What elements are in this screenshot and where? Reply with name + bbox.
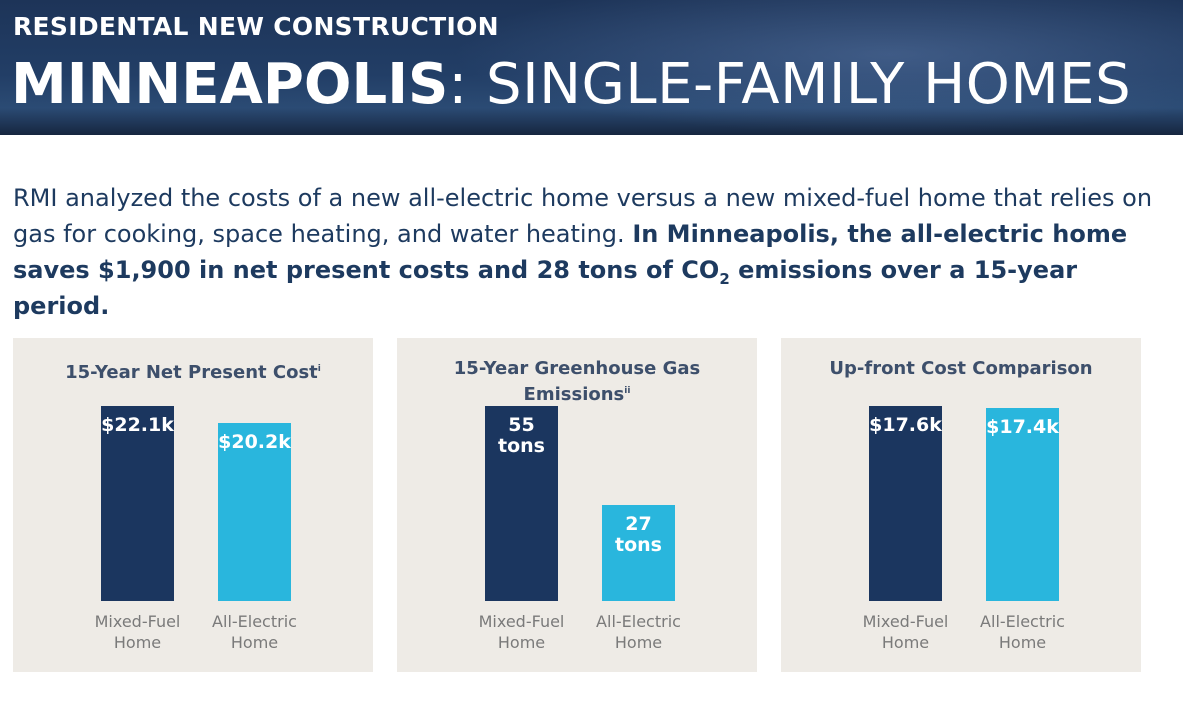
value-label: 27 tons [615, 513, 662, 557]
category-label: All-Electric Home [980, 612, 1065, 652]
highlight-text: In Minneapolis, the all-electric home sa… [13, 220, 1128, 284]
intro-highlight: In Minneapolis, the all-electric home sa… [13, 220, 1127, 320]
chart-panel: Up-front Cost Comparison $17.6k Mixed-Fuel… [781, 338, 1141, 672]
subscript: 2 [719, 269, 730, 288]
city: MINNEAPOLIS [11, 52, 449, 117]
intro: RMI analyzed the costs of a new all-elec… [13, 180, 1163, 324]
category-label: Mixed-Fuel Home [862, 612, 949, 652]
category-label: Mixed-Fuel Home [94, 612, 181, 652]
bar [101, 406, 174, 601]
chart-title: Up-front Cost Comparison [811, 358, 1111, 380]
category-label: All-Electric Home [212, 612, 297, 652]
intro-text: RMI analyzed the costs of a new all-elec… [13, 184, 1153, 248]
highlight-end: emissions over a 15-year period. [13, 256, 1078, 320]
value-label: $20.2k [218, 430, 291, 453]
title-text: 15-Year Net Present Cost [65, 362, 318, 383]
value-label: $17.6k [869, 414, 942, 436]
chart-title: 15-Year Greenhouse Gas Emissionsii [427, 358, 727, 406]
value-label: $17.4k [986, 416, 1059, 439]
subject: : SINGLE-FAMILY HOMES [448, 52, 1132, 117]
category-label: All-Electric Home [596, 612, 681, 652]
kicker: RESIDENTAL NEW CONSTRUCTION [13, 12, 499, 41]
category-label: Mixed-Fuel Home [478, 612, 565, 652]
value-label: $22.1k [101, 414, 174, 436]
chart-panel: 15-Year Net Present Costi $22.1k Mixed-Fue… [13, 338, 373, 672]
page-title: MINNEAPOLIS: SINGLE-FAMILY HOMES [11, 52, 1131, 117]
chart-title: 15-Year Net Present Costi [43, 358, 343, 384]
footnote-marker: i [317, 364, 321, 374]
bar [869, 406, 942, 601]
chart-panel: 15-Year Greenhouse Gas Emissionsii 55 ton… [397, 338, 757, 672]
title-text: 15-Year Greenhouse Gas Emissions [453, 358, 701, 405]
bar [602, 505, 675, 601]
bar [485, 406, 558, 601]
header-banner: RESIDENTAL NEW CONSTRUCTION MINNEAPOLIS:… [0, 0, 1183, 135]
footnote-marker: ii [624, 386, 631, 396]
title-text: Up-front Cost Comparison [829, 358, 1093, 379]
banner-glow [450, 0, 1183, 135]
value-label: 55 tons [498, 414, 545, 457]
bar [218, 422, 291, 601]
bar [986, 408, 1059, 601]
